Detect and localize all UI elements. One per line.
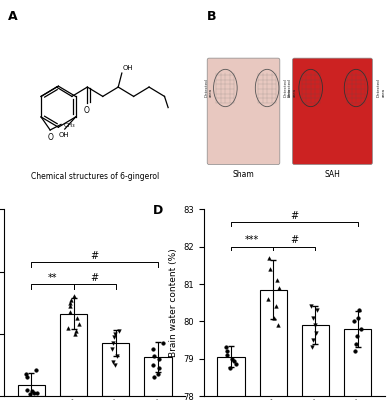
Text: Chemical structures of 6-gingerol: Chemical structures of 6-gingerol bbox=[30, 172, 159, 181]
Point bbox=[74, 315, 81, 322]
Point bbox=[111, 334, 117, 340]
Point bbox=[150, 346, 156, 352]
Point bbox=[155, 371, 161, 378]
Point bbox=[354, 333, 360, 340]
Point bbox=[223, 344, 229, 351]
Point bbox=[275, 322, 281, 328]
Point bbox=[229, 356, 235, 362]
Point bbox=[224, 348, 230, 354]
Point bbox=[160, 340, 166, 346]
Point bbox=[265, 296, 271, 302]
Point bbox=[266, 255, 273, 261]
Point bbox=[76, 321, 82, 328]
FancyBboxPatch shape bbox=[207, 58, 280, 164]
Point bbox=[276, 284, 282, 291]
Point bbox=[33, 366, 39, 373]
Bar bbox=[259, 290, 287, 400]
Point bbox=[109, 346, 115, 352]
Point bbox=[67, 300, 73, 306]
Point bbox=[356, 307, 362, 313]
Y-axis label: Brain water content (%): Brain water content (%) bbox=[168, 248, 177, 357]
Point bbox=[312, 322, 318, 328]
Point bbox=[310, 314, 316, 321]
Text: Detected
area: Detected area bbox=[205, 79, 213, 97]
Bar bbox=[217, 357, 245, 400]
Point bbox=[308, 303, 314, 310]
Point bbox=[273, 303, 279, 310]
Point bbox=[267, 266, 273, 272]
Text: CH₃: CH₃ bbox=[64, 123, 75, 128]
Point bbox=[313, 329, 319, 336]
Text: Detected
area: Detected area bbox=[377, 79, 385, 97]
Bar bbox=[60, 314, 87, 396]
Text: Detected
area: Detected area bbox=[284, 79, 292, 97]
Point bbox=[151, 352, 157, 359]
Text: D: D bbox=[153, 204, 163, 217]
Point bbox=[224, 352, 230, 358]
Text: O: O bbox=[84, 106, 89, 115]
Point bbox=[31, 390, 37, 396]
Point bbox=[149, 362, 156, 368]
Point bbox=[226, 365, 233, 371]
Point bbox=[33, 390, 40, 396]
Point bbox=[72, 330, 78, 337]
Point bbox=[231, 357, 237, 364]
Point bbox=[65, 324, 71, 331]
Point bbox=[233, 361, 240, 368]
Point bbox=[68, 296, 74, 303]
Text: A: A bbox=[7, 10, 17, 22]
Point bbox=[151, 374, 158, 380]
Point bbox=[112, 362, 118, 368]
Point bbox=[355, 314, 361, 321]
Point bbox=[353, 340, 359, 347]
Bar bbox=[144, 357, 172, 396]
Point bbox=[314, 307, 320, 313]
Bar bbox=[18, 385, 45, 396]
Point bbox=[274, 277, 280, 284]
Point bbox=[310, 337, 316, 343]
Point bbox=[110, 340, 116, 346]
Text: ***: *** bbox=[245, 235, 259, 245]
Point bbox=[67, 302, 73, 309]
Point bbox=[112, 330, 118, 337]
Point bbox=[30, 388, 36, 394]
Text: #: # bbox=[290, 235, 298, 245]
Text: O: O bbox=[47, 133, 53, 142]
Point bbox=[352, 348, 358, 354]
Point bbox=[358, 326, 364, 332]
Point bbox=[271, 314, 277, 321]
Point bbox=[23, 371, 29, 378]
Text: Detected
area: Detected area bbox=[288, 79, 296, 97]
Text: OH: OH bbox=[123, 65, 133, 71]
Point bbox=[73, 328, 79, 334]
Text: Sham: Sham bbox=[233, 170, 254, 179]
Point bbox=[24, 374, 30, 380]
Point bbox=[351, 318, 357, 324]
Text: OH: OH bbox=[58, 132, 69, 138]
Point bbox=[110, 358, 116, 365]
Point bbox=[71, 293, 77, 300]
Point bbox=[114, 352, 120, 359]
Bar bbox=[344, 329, 371, 400]
Point bbox=[156, 356, 162, 362]
Point bbox=[67, 309, 73, 315]
Point bbox=[308, 344, 315, 351]
Point bbox=[116, 328, 122, 334]
Bar bbox=[302, 325, 329, 400]
Text: #: # bbox=[91, 251, 99, 261]
FancyBboxPatch shape bbox=[293, 58, 372, 164]
Text: SAH: SAH bbox=[324, 170, 340, 179]
Point bbox=[24, 386, 30, 393]
Text: #: # bbox=[290, 211, 298, 221]
Bar bbox=[102, 343, 130, 396]
Point bbox=[27, 391, 33, 398]
Text: B: B bbox=[207, 10, 217, 22]
Text: #: # bbox=[91, 273, 99, 283]
Text: **: ** bbox=[48, 273, 57, 283]
Point bbox=[156, 365, 162, 371]
